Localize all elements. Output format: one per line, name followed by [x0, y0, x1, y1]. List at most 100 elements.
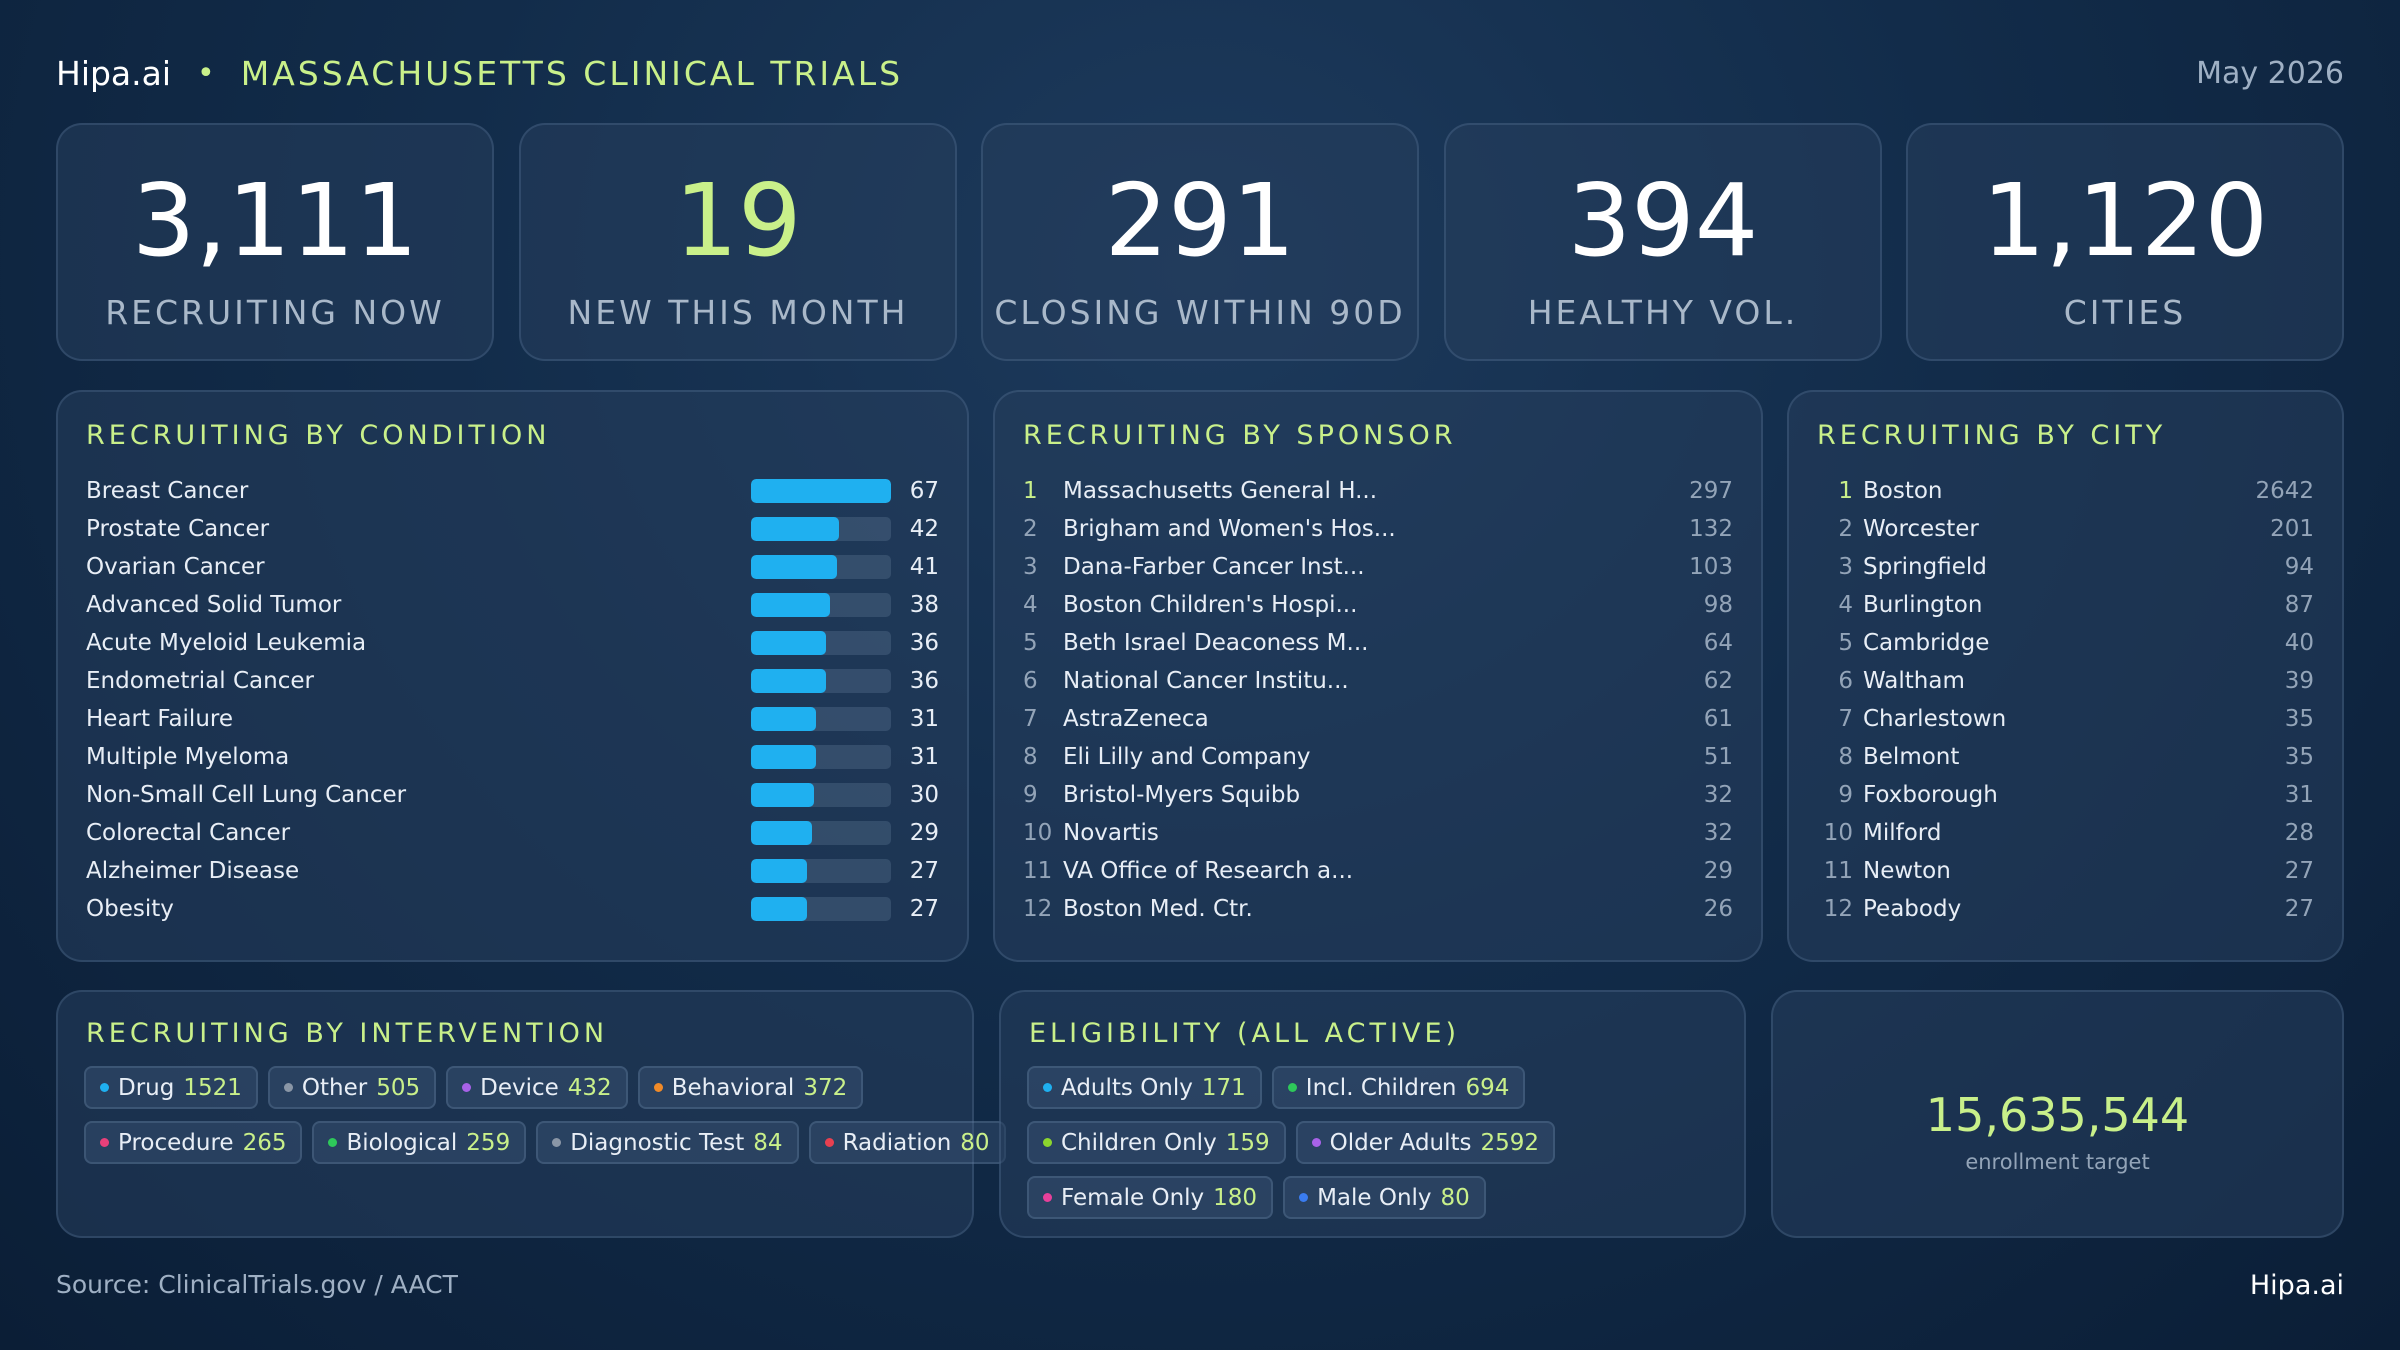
sponsor-row[interactable]: 1 Massachusetts General H... 297 [1023, 472, 1733, 510]
intervention-chip[interactable]: Procedure 265 [84, 1121, 303, 1164]
intervention-chip[interactable]: Behavioral 372 [637, 1066, 864, 1109]
rank-number: 6 [1023, 668, 1038, 694]
intervention-chip[interactable]: Diagnostic Test 84 [536, 1121, 799, 1164]
sponsor-row[interactable]: 3 Dana-Farber Cancer Inst... 103 [1023, 548, 1733, 586]
brand-logo[interactable]: Hipa.ai [56, 53, 172, 93]
stat-value: 291 [1104, 162, 1296, 279]
sponsor-row[interactable]: 4 Boston Children's Hospi... 98 [1023, 586, 1733, 624]
report-date: May 2026 [2196, 55, 2344, 91]
city-count: 27 [2284, 858, 2314, 884]
sponsor-count: 29 [1703, 858, 1733, 884]
condition-row[interactable]: Acute Myeloid Leukemia 36 [86, 624, 939, 662]
city-count: 201 [2270, 516, 2314, 542]
chip-row: Children Only 159 Older Adults 2592 [1027, 1121, 1724, 1164]
city-row[interactable]: 7 Charlestown 35 [1817, 700, 2314, 738]
sponsor-row[interactable]: 6 National Cancer Institu... 62 [1023, 662, 1733, 700]
intervention-chip[interactable]: Radiation 80 [808, 1121, 1006, 1164]
chip-label: Device [480, 1074, 559, 1101]
eligibility-chip[interactable]: Children Only 159 [1027, 1121, 1286, 1164]
sponsor-row[interactable]: 2 Brigham and Women's Hos... 132 [1023, 510, 1733, 548]
sponsor-row[interactable]: 12 Boston Med. Ctr. 26 [1023, 890, 1733, 928]
sponsor-row[interactable]: 11 VA Office of Research a... 29 [1023, 852, 1733, 890]
condition-row[interactable]: Obesity 27 [86, 890, 939, 928]
chip-label: Other [301, 1074, 368, 1101]
legend-dot-icon [824, 1138, 834, 1147]
condition-row[interactable]: Multiple Myeloma 31 [86, 738, 939, 776]
chip-label: Biological [346, 1129, 458, 1156]
eligibility-chip[interactable]: Male Only 80 [1283, 1176, 1486, 1219]
eligibility-chip[interactable]: Female Only 180 [1027, 1176, 1274, 1219]
chip-label: Incl. Children [1305, 1074, 1457, 1101]
condition-bar-track [751, 669, 891, 693]
sponsor-name: Eli Lilly and Company [1063, 744, 1311, 770]
sponsor-name: Bristol-Myers Squibb [1063, 782, 1301, 808]
condition-row[interactable]: Prostate Cancer 42 [86, 510, 939, 548]
chip-label: Procedure [118, 1129, 234, 1156]
city-row[interactable]: 2 Worcester 201 [1817, 510, 2314, 548]
condition-label: Prostate Cancer [86, 516, 270, 542]
condition-row[interactable]: Breast Cancer 67 [86, 472, 939, 510]
city-row[interactable]: 9 Foxborough 31 [1817, 776, 2314, 814]
legend-dot-icon [100, 1138, 109, 1147]
footer-brand[interactable]: Hipa.ai [2249, 1270, 2344, 1301]
sponsor-row[interactable]: 8 Eli Lilly and Company 51 [1023, 738, 1733, 776]
city-row[interactable]: 8 Belmont 35 [1817, 738, 2314, 776]
condition-bar-track [751, 517, 891, 541]
chip-value: 265 [242, 1129, 287, 1156]
sponsor-row[interactable]: 5 Beth Israel Deaconess M... 64 [1023, 624, 1733, 662]
eligibility-chip[interactable]: Older Adults 2592 [1295, 1121, 1556, 1164]
stat-label: NEW THIS MONTH [567, 293, 909, 332]
condition-row[interactable]: Advanced Solid Tumor 38 [86, 586, 939, 624]
city-count: 39 [2284, 668, 2314, 694]
city-row[interactable]: 3 Springfield 94 [1817, 548, 2314, 586]
eligibility-chip[interactable]: Incl. Children 694 [1271, 1066, 1526, 1109]
city-row[interactable]: 1 Boston 2642 [1817, 472, 2314, 510]
condition-row[interactable]: Endometrial Cancer 36 [86, 662, 939, 700]
city-row[interactable]: 5 Cambridge 40 [1817, 624, 2314, 662]
intervention-chip[interactable]: Biological 259 [312, 1121, 527, 1164]
legend-dot-icon [552, 1138, 562, 1147]
condition-row[interactable]: Alzheimer Disease 27 [86, 852, 939, 890]
condition-bar-track [751, 745, 891, 769]
chip-label: Radiation [842, 1129, 952, 1156]
city-row[interactable]: 11 Newton 27 [1817, 852, 2314, 890]
intervention-chip[interactable]: Other 505 [267, 1066, 437, 1109]
condition-row[interactable]: Heart Failure 31 [86, 700, 939, 738]
sponsor-name: AstraZeneca [1063, 706, 1209, 732]
city-row[interactable]: 4 Burlington 87 [1817, 586, 2314, 624]
city-name: Charlestown [1863, 706, 2007, 732]
intervention-chip[interactable]: Device 432 [446, 1066, 628, 1109]
sponsor-row[interactable]: 7 AstraZeneca 61 [1023, 700, 1733, 738]
city-count: 2642 [2255, 478, 2314, 504]
condition-row[interactable]: Colorectal Cancer 29 [86, 814, 939, 852]
legend-dot-icon [1299, 1193, 1309, 1202]
stat-card-healthy-volunteers: 394 HEALTHY VOL. [1444, 123, 1882, 361]
rank-number: 12 [1023, 896, 1053, 922]
condition-bar-fill [751, 517, 839, 541]
rank-number: 10 [1823, 820, 1853, 846]
chip-row: Procedure 265 Biological 259 Diagnostic Test… [84, 1121, 1006, 1164]
legend-dot-icon [462, 1083, 472, 1092]
sponsor-row[interactable]: 9 Bristol-Myers Squibb 32 [1023, 776, 1733, 814]
sponsor-count: 297 [1689, 478, 1733, 504]
city-count: 35 [2284, 706, 2314, 732]
city-row[interactable]: 12 Peabody 27 [1817, 890, 2314, 928]
rank-number: 7 [1023, 706, 1038, 732]
sponsor-row[interactable]: 10 Novartis 32 [1023, 814, 1733, 852]
city-row[interactable]: 6 Waltham 39 [1817, 662, 2314, 700]
rank-number: 11 [1023, 858, 1053, 884]
city-name: Newton [1863, 858, 1951, 884]
chip-value: 259 [466, 1129, 511, 1156]
eligibility-chip[interactable]: Adults Only 171 [1027, 1066, 1262, 1109]
legend-dot-icon [1043, 1193, 1052, 1202]
condition-count: 31 [909, 706, 939, 732]
city-name: Boston [1863, 478, 1943, 504]
intervention-chip[interactable]: Drug 1521 [84, 1066, 258, 1109]
condition-row[interactable]: Ovarian Cancer 41 [86, 548, 939, 586]
condition-row[interactable]: Non-Small Cell Lung Cancer 30 [86, 776, 939, 814]
city-count: 94 [2284, 554, 2314, 580]
city-row[interactable]: 10 Milford 28 [1817, 814, 2314, 852]
condition-bar-fill [751, 821, 812, 845]
chip-value: 80 [960, 1129, 990, 1156]
sponsor-count: 64 [1703, 630, 1733, 656]
